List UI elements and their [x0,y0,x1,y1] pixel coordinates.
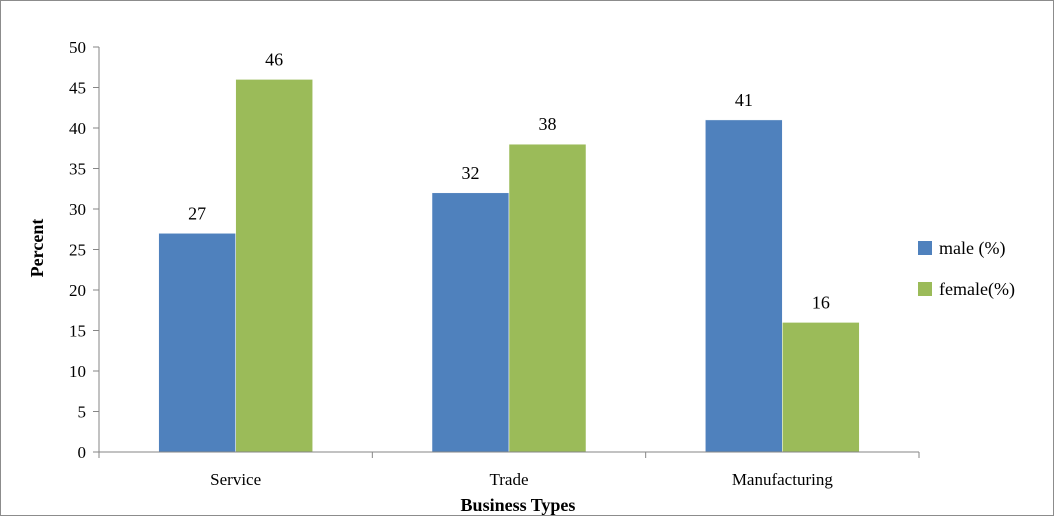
x-axis-ticks [98,452,920,458]
legend-swatch [918,241,932,255]
y-axis-title: Percent [27,219,47,278]
data-label: 16 [812,292,830,312]
bars [158,79,860,453]
y-tick-label: 10 [69,362,86,381]
x-axis-title: Business Types [461,495,576,515]
y-tick-label: 20 [69,281,86,300]
y-tick-label: 45 [69,79,86,98]
y-tick-label: 35 [69,160,86,179]
bar-male-trade [431,192,510,453]
legend-label: female(%) [939,279,1015,300]
y-tick-label: 30 [69,200,86,219]
x-tick-label: Trade [489,470,528,489]
data-label: 32 [462,163,480,183]
data-label: 38 [539,114,557,134]
x-axis-labels: Service Trade Manufacturing [210,470,833,489]
bar-male-manufacturing [705,119,783,453]
y-tick-label: 0 [78,443,87,462]
legend-label: male (%) [939,238,1005,259]
y-tick-label: 25 [69,241,86,260]
y-tick-label: 15 [69,322,86,341]
data-label: 41 [735,90,753,110]
data-labels: 27 46 32 38 41 16 [188,49,830,312]
data-label: 46 [265,49,283,69]
bar-male-service [158,233,236,453]
data-label: 27 [188,203,206,223]
bar-female-manufacturing [782,322,860,453]
legend: male (%) female(%) [918,238,1015,300]
y-tick-label: 5 [78,403,87,422]
x-tick-label: Manufacturing [732,470,834,489]
bar-female-trade [508,143,587,453]
y-axis-ticks: 0 5 10 15 20 25 30 35 40 45 50 [69,38,99,462]
y-tick-label: 40 [69,119,86,138]
bar-female-service [235,79,313,453]
x-tick-label: Service [210,470,261,489]
legend-swatch [918,282,932,296]
y-tick-label: 50 [69,38,86,57]
